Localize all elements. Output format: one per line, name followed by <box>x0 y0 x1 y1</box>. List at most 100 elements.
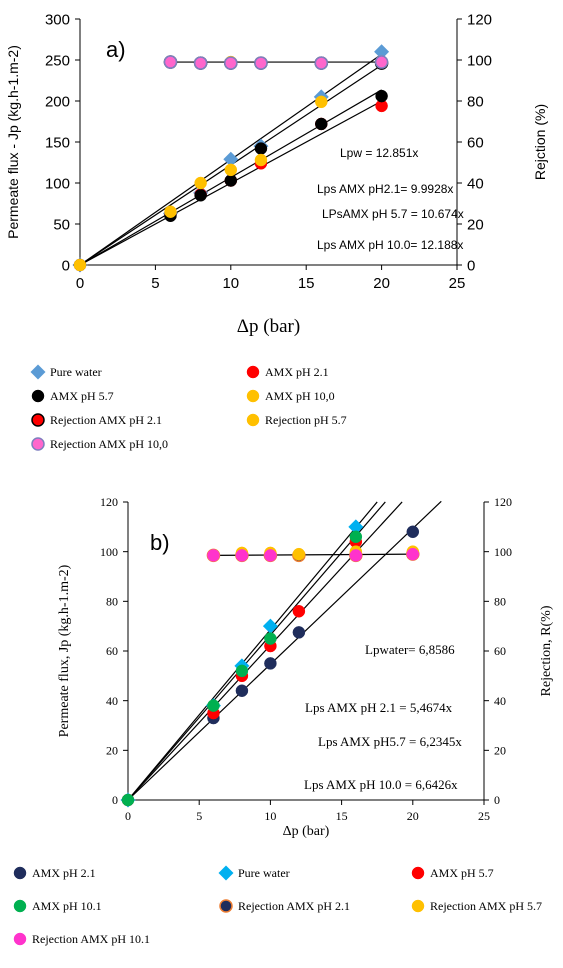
series-6 <box>207 547 420 562</box>
legend-marker <box>246 365 260 379</box>
y-tick-label: 100 <box>45 175 70 192</box>
series-6 <box>163 55 389 70</box>
chart-panel-a: 0 5 10 15 20 25050100150200250300020406080100… <box>5 11 548 451</box>
legend-item: Rejection AMX pH 2.1 <box>219 899 350 913</box>
data-point <box>207 699 220 712</box>
legend-label: Rejection AMX pH 5.7 <box>430 899 542 913</box>
data-point <box>264 657 277 670</box>
trendline-equation: Lps AMX pH 2.1 = 5,4674x <box>305 700 453 715</box>
trendline-equation: Lpw = 12.851x <box>340 146 418 160</box>
y2-tick-label: 0 <box>494 793 500 807</box>
y-tick-label: 250 <box>45 52 70 69</box>
trendline-equation: Lps AMX pH 10.0 = 6,6426x <box>304 777 458 792</box>
data-point <box>223 151 239 167</box>
data-point <box>207 549 220 562</box>
data-point <box>224 163 238 177</box>
data-point <box>235 684 249 697</box>
x-tick-label: 25 <box>449 275 466 292</box>
data-point <box>235 549 249 562</box>
data-point <box>292 547 306 561</box>
y2-tick-label: 60 <box>494 644 506 658</box>
y2-tick-label: 20 <box>494 744 506 758</box>
trendline-equation: Lps AMX pH2.1= 9.9928x <box>317 182 453 196</box>
y2-tick-label: 120 <box>494 495 512 509</box>
legend: AMX pH 2.1 Pure water AMX pH 5.7 AMX pH 10.… <box>13 865 542 946</box>
legend-item: AMX pH 2.1 <box>246 365 329 379</box>
data-point <box>224 56 238 70</box>
legend-item: AMX pH 5.7 <box>411 866 494 880</box>
x-axis-label: Δp (bar) <box>237 316 300 337</box>
data-point <box>292 626 306 639</box>
legend-marker <box>13 866 27 880</box>
y-tick-label: 40 <box>106 694 118 708</box>
panel-label: b) <box>150 530 170 555</box>
trendline <box>127 501 378 801</box>
legend-label: Pure water <box>238 866 290 880</box>
legend-marker <box>246 389 260 403</box>
y2-tick-label: 100 <box>467 52 492 69</box>
data-point <box>374 44 390 60</box>
data-point <box>163 55 178 69</box>
legend-label: AMX pH 10,0 <box>265 389 335 403</box>
trendline-equation: Lps AMX pH5.7 = 6,2345x <box>318 734 462 749</box>
trendline <box>127 501 386 801</box>
legend-item: Pure water <box>218 865 290 881</box>
legend-marker <box>219 899 233 913</box>
y2-axis-label: Rejction (%) <box>532 104 548 180</box>
legend-label: AMX pH 2.1 <box>32 866 96 880</box>
data-point <box>193 56 208 70</box>
data-point <box>194 176 207 190</box>
y2-tick-label: 100 <box>494 545 512 559</box>
legend-item: Rejection AMX pH 2.1 <box>31 413 162 427</box>
data-point <box>406 547 420 561</box>
data-point <box>235 664 249 678</box>
y2-tick-label: 120 <box>467 11 492 28</box>
y-tick-label: 20 <box>106 744 118 758</box>
x-tick-label: 0 <box>76 275 84 292</box>
y-tick-label: 0 <box>62 257 70 274</box>
y2-tick-label: 80 <box>494 595 506 609</box>
legend-label: Pure water <box>50 365 102 379</box>
data-point <box>314 56 329 70</box>
data-point <box>349 549 363 562</box>
data-point <box>194 189 207 202</box>
y-axis-label: Permeate flux, Jp (kg.h-1.m-2) <box>57 564 72 737</box>
data-point <box>264 549 277 562</box>
data-point <box>121 793 135 807</box>
series-3 <box>121 530 363 807</box>
data-point <box>406 525 420 539</box>
data-point <box>315 95 328 109</box>
legend-item: Rejection AMX pH 5.7 <box>411 899 542 913</box>
chart-panel-b: 0 5 10 15 20 25 0 20 40 60 80 100 120 0 20 40 60 80 100 120… <box>13 495 554 946</box>
y2-tick-label: 40 <box>467 175 484 192</box>
legend-marker <box>31 437 45 451</box>
data-point <box>254 153 268 167</box>
legend: Pure water AMX pH 2.1 AMX pH 5.7 AMX pH 10,… <box>30 364 347 451</box>
legend-item: AMX pH 10,0 <box>246 389 335 403</box>
legend-label: Rejection AMX pH 10,0 <box>50 437 168 451</box>
y-tick-label: 150 <box>45 134 70 151</box>
legend-label: AMX pH 2.1 <box>265 365 329 379</box>
legend-label: Rejection AMX pH 10.1 <box>32 932 150 946</box>
legend-marker <box>411 866 425 880</box>
legend-item: AMX pH 5.7 <box>31 389 114 403</box>
legend-label: AMX pH 5.7 <box>430 866 494 880</box>
x-tick-label: 25 <box>478 809 490 823</box>
legend-label: AMX pH 10.1 <box>32 899 102 913</box>
x-tick-label: 5 <box>151 275 159 292</box>
data-point <box>254 142 268 155</box>
y-tick-label: 120 <box>100 495 118 509</box>
legend-marker <box>13 932 27 946</box>
trendline-equation: Lpwater= 6,8586 <box>365 642 455 657</box>
panel-label: a) <box>106 37 126 62</box>
x-tick-label: 5 <box>196 809 202 823</box>
trendline-equation: Lps AMX pH 10.0= 12.188x <box>317 238 463 252</box>
legend-label: Rejection AMX pH 2.1 <box>50 413 162 427</box>
data-point <box>375 89 388 103</box>
x-tick-label: 20 <box>373 275 390 292</box>
x-tick-label: 20 <box>407 809 419 823</box>
legend-marker <box>13 899 27 913</box>
legend-label: Rejection AMX pH 2.1 <box>238 899 350 913</box>
legend-marker <box>31 413 45 427</box>
